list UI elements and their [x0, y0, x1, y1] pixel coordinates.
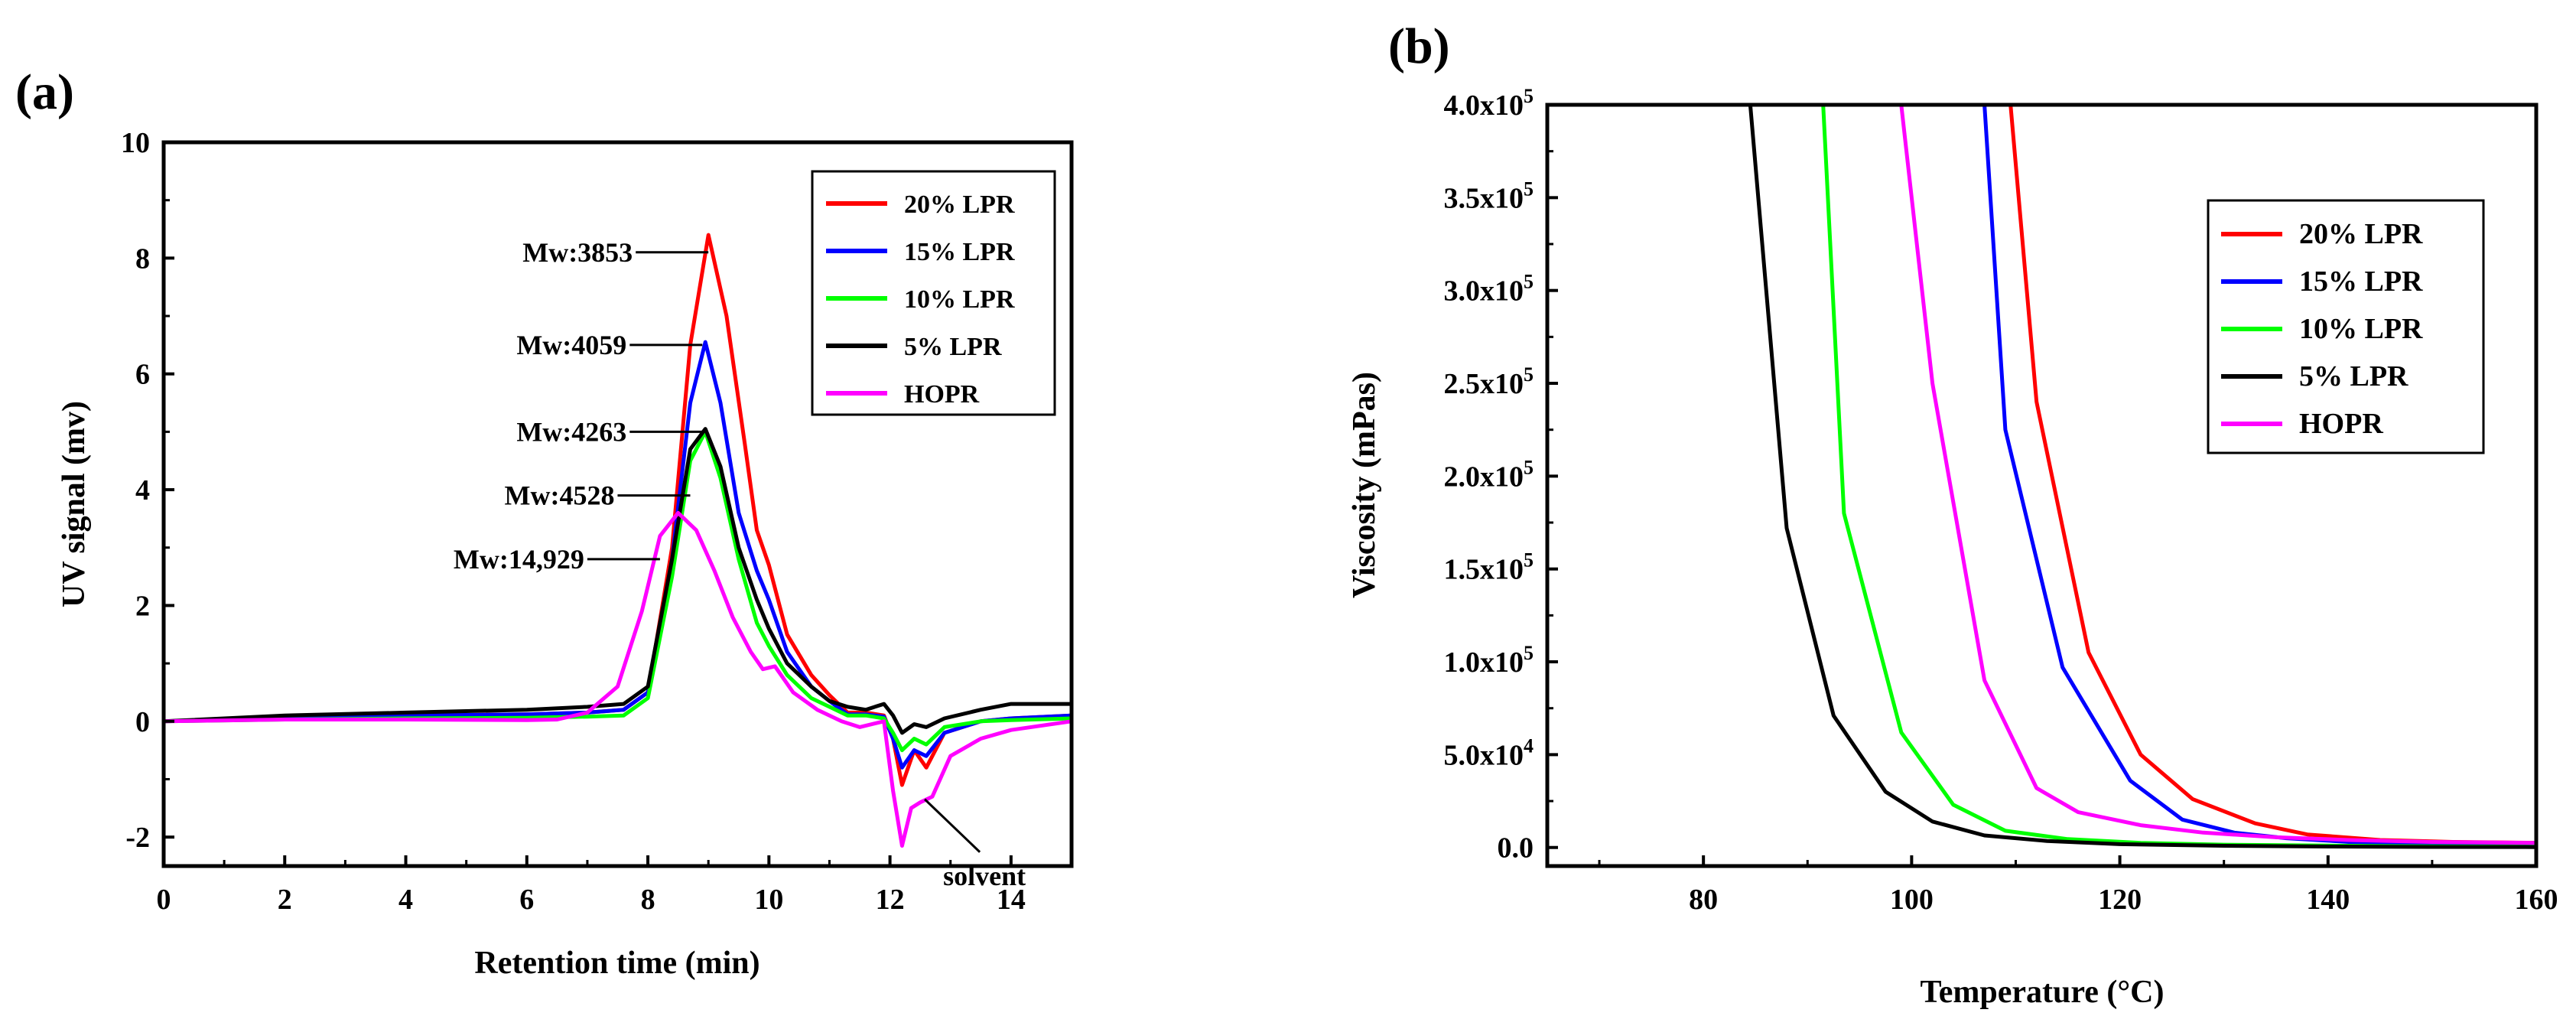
series-line-hopr [1899, 105, 2536, 845]
legend-label-hopr: HOPR [2299, 408, 2383, 440]
y-tick-label: 4 [135, 474, 150, 506]
plot-frame-a [161, 140, 1074, 868]
legend-box-a [811, 170, 1056, 416]
x-tick-label: 8 [641, 884, 655, 916]
annotation-mw: Mw:4263 [516, 416, 626, 447]
legend-b: 20% LPR 15% LPR 10% LPR 5% LPR HOPR [2207, 199, 2485, 454]
y-tick-label: -2 [125, 822, 150, 854]
panel-label-b: (b) [1388, 18, 1450, 74]
annotation-leader [924, 798, 981, 853]
legend-a: 20% LPR 15% LPR 10% LPR 5% LPR HOPR [811, 170, 1056, 416]
y-tick-label: 6 [135, 359, 150, 391]
y-tick-label: 1.5x105 [1444, 549, 1534, 586]
series-line-5-lpr [1748, 105, 2536, 849]
annotation-mw: Mw:3853 [522, 237, 633, 268]
x-tick-label: 160 [2515, 884, 2558, 916]
x-tick-label: 0 [157, 884, 171, 916]
y-axis-title-a: UV signal (mv) [57, 401, 92, 607]
y-tick-label: 2.0x105 [1444, 456, 1534, 493]
series-line-5-lpr [164, 427, 1072, 735]
plot-frame-b [1545, 103, 2539, 868]
x-tick-label: 2 [278, 884, 292, 916]
panel-label-a: (a) [15, 64, 74, 120]
legend-label-20-lpr: 20% LPR [904, 190, 1015, 219]
x-tick-label: 6 [519, 884, 534, 916]
x-tick-label: 4 [398, 884, 413, 916]
y-axis-title-b: Viscosity (mPas) [1347, 372, 1382, 598]
x-axis-title-a: Retention time (min) [474, 946, 759, 981]
y-tick-label: 10 [121, 127, 150, 159]
x-tick-label: 140 [2306, 884, 2350, 916]
x-tick-label: 120 [2098, 884, 2142, 916]
x-axis-title-b: Temperature (°C) [1921, 975, 2165, 1010]
x-tick-label: 80 [1689, 884, 1718, 916]
legend-label-20-lpr: 20% LPR [2299, 218, 2423, 250]
x-tick-label: 10 [754, 884, 783, 916]
annotation-mw: Mw:4059 [516, 330, 626, 360]
y-tick-label: 2.5x105 [1444, 363, 1534, 400]
annotation-mw: Mw:4528 [504, 480, 614, 511]
annotation-solvent: solvent [943, 861, 1026, 891]
x-tick-label: 14 [997, 884, 1026, 916]
legend-label-10-lpr: 10% LPR [2299, 313, 2423, 345]
x-tick-label: 12 [876, 884, 905, 916]
y-tick-label: 5.0x104 [1444, 734, 1534, 771]
series-line-hopr [164, 510, 1072, 848]
legend-label-hopr: HOPR [904, 380, 980, 409]
y-tick-label: 2 [135, 590, 150, 622]
legend-label-5-lpr: 5% LPR [2299, 360, 2408, 392]
y-tick-label: 3.0x105 [1444, 271, 1534, 308]
legend-label-5-lpr: 5% LPR [904, 333, 1002, 361]
y-tick-label: 4.0x105 [1444, 85, 1534, 122]
x-tick-label: 100 [1890, 884, 1934, 916]
annotation-mw: Mw:14,929 [454, 544, 584, 575]
chart-b: 80 100 120 140 160 0.0 5.0x104 1.0x105 1.5x105 2.… [1347, 85, 2558, 1010]
y-tick-label: 0.0 [1498, 832, 1534, 865]
y-tick-label: 1.0x105 [1444, 642, 1534, 679]
legend-label-15-lpr: 15% LPR [2299, 265, 2423, 298]
series-line-10-lpr [164, 429, 1072, 753]
y-tick-label: 8 [135, 243, 150, 275]
legend-label-15-lpr: 15% LPR [904, 238, 1015, 266]
series-line-15-lpr [164, 340, 1072, 770]
legend-label-10-lpr: 10% LPR [904, 285, 1015, 314]
y-tick-label: 3.5x105 [1444, 177, 1534, 214]
y-tick-label: 0 [135, 706, 150, 738]
